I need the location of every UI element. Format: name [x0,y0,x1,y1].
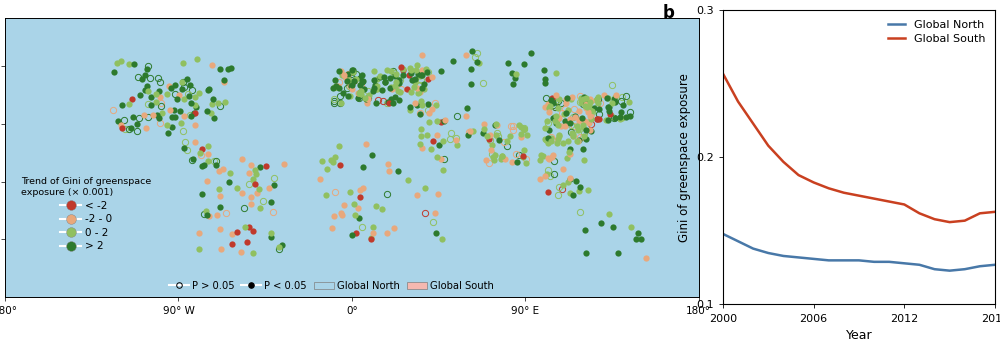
Global North [732,239,744,243]
Global South [989,210,1000,214]
Global North [823,258,835,262]
Legend: Global North, Global South: Global North, Global South [884,16,989,48]
Global North [929,267,941,271]
Global South [793,173,805,177]
Global South [717,72,729,76]
Legend: P > 0.05, P < 0.05, Global North, Global South: P > 0.05, P < 0.05, Global North, Global… [165,277,498,295]
Global South [883,199,895,203]
Text: b: b [663,4,675,22]
Global North [868,260,880,264]
Global North [808,257,820,261]
Global North [717,232,729,236]
Global South [944,220,956,224]
Global South [838,191,850,195]
Global South [913,211,925,215]
Global South [868,197,880,201]
Global South [974,211,986,215]
Global North [747,246,759,251]
Global North [853,258,865,262]
Global South [959,219,971,223]
Global South [777,160,789,164]
Global North [974,264,986,268]
Y-axis label: Gini of greenspace exposure: Gini of greenspace exposure [678,73,691,242]
Global South [747,121,759,126]
Line: Global South: Global South [723,74,995,222]
Global North [762,251,774,255]
Global North [777,254,789,258]
Global North [793,255,805,260]
Global South [823,186,835,190]
X-axis label: Year: Year [846,329,872,342]
Global North [913,263,925,267]
Global South [808,180,820,184]
Global South [898,202,910,207]
Global North [959,267,971,271]
Line: Global North: Global North [723,234,995,271]
Global North [944,268,956,273]
Global North [883,260,895,264]
Global South [732,100,744,104]
Global South [853,194,865,198]
Global North [989,263,1000,267]
Global North [838,258,850,262]
Global North [898,261,910,265]
Global South [762,144,774,148]
Global South [929,217,941,221]
